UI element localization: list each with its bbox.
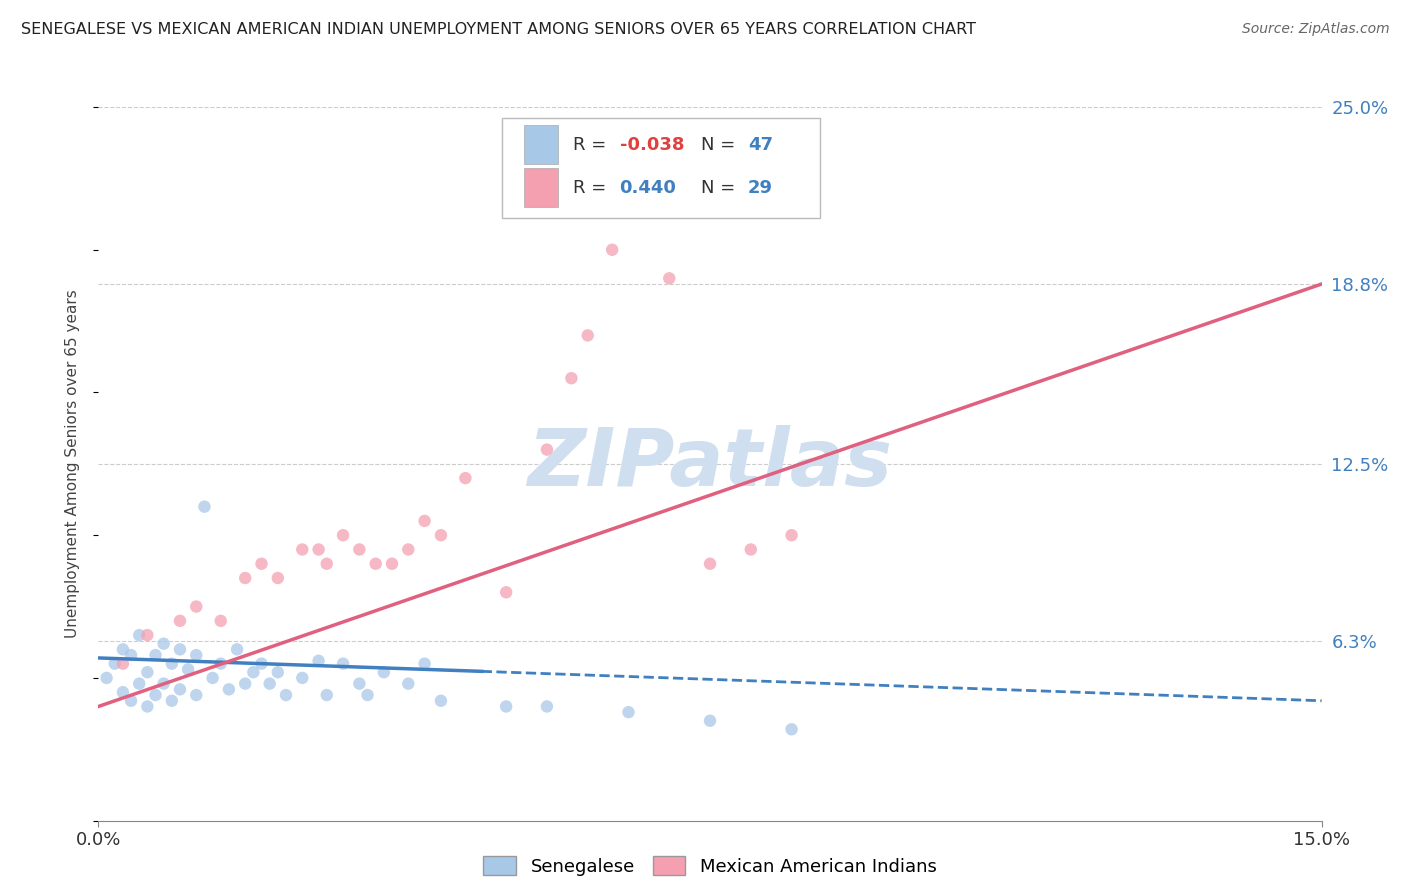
Point [699, 557, 721, 571]
Point [430, 694, 453, 708]
Point [267, 665, 290, 680]
Point [740, 542, 762, 557]
Point [356, 688, 378, 702]
Text: Source: ZipAtlas.com: Source: ZipAtlas.com [1241, 22, 1389, 37]
Point [145, 648, 167, 662]
Point [209, 614, 232, 628]
Point [364, 557, 387, 571]
Point [152, 676, 174, 690]
Point [136, 665, 159, 680]
Point [699, 714, 721, 728]
Point [349, 676, 371, 690]
Point [413, 514, 436, 528]
Point [560, 371, 582, 385]
Point [177, 662, 200, 676]
Point [349, 542, 371, 557]
Point [226, 642, 249, 657]
Point [600, 243, 623, 257]
Point [218, 682, 240, 697]
Point [308, 542, 330, 557]
Point [111, 657, 134, 671]
Text: R =: R = [574, 136, 612, 153]
Point [373, 665, 395, 680]
Point [536, 442, 558, 457]
Point [160, 657, 183, 671]
Point [274, 688, 297, 702]
Point [169, 642, 191, 657]
Text: -0.038: -0.038 [620, 136, 683, 153]
Point [104, 657, 127, 671]
Point [536, 699, 558, 714]
Legend: Senegalese, Mexican American Indians: Senegalese, Mexican American Indians [477, 849, 943, 883]
Point [617, 186, 640, 200]
Point [242, 665, 264, 680]
Point [576, 328, 599, 343]
Point [209, 657, 232, 671]
Text: 0.440: 0.440 [620, 178, 676, 196]
Point [250, 557, 273, 571]
Point [396, 676, 419, 690]
Point [201, 671, 224, 685]
Point [495, 585, 517, 599]
Point [186, 599, 208, 614]
Point [128, 676, 150, 690]
Point [120, 694, 142, 708]
Point [259, 676, 281, 690]
Y-axis label: Unemployment Among Seniors over 65 years: Unemployment Among Seniors over 65 years [65, 290, 80, 638]
Point [291, 671, 314, 685]
FancyBboxPatch shape [524, 125, 558, 164]
Point [111, 685, 134, 699]
Point [381, 557, 404, 571]
Point [233, 571, 256, 585]
Point [454, 471, 477, 485]
Text: R =: R = [574, 178, 612, 196]
Point [658, 271, 681, 285]
Point [186, 688, 208, 702]
Point [495, 699, 517, 714]
Text: N =: N = [702, 136, 741, 153]
Point [145, 688, 167, 702]
Point [315, 688, 337, 702]
Text: 29: 29 [748, 178, 773, 196]
Point [120, 648, 142, 662]
Point [136, 628, 159, 642]
Point [291, 542, 314, 557]
Point [617, 705, 640, 719]
Point [169, 682, 191, 697]
Point [250, 657, 273, 671]
Point [780, 528, 803, 542]
Text: ZIPatlas: ZIPatlas [527, 425, 893, 503]
Point [233, 676, 256, 690]
Point [128, 628, 150, 642]
Point [780, 723, 803, 737]
Point [308, 654, 330, 668]
Point [430, 528, 453, 542]
Text: 47: 47 [748, 136, 773, 153]
Point [193, 500, 215, 514]
Point [152, 637, 174, 651]
Point [332, 528, 354, 542]
Point [315, 557, 337, 571]
Point [96, 671, 118, 685]
Text: SENEGALESE VS MEXICAN AMERICAN INDIAN UNEMPLOYMENT AMONG SENIORS OVER 65 YEARS C: SENEGALESE VS MEXICAN AMERICAN INDIAN UN… [21, 22, 976, 37]
Point [169, 614, 191, 628]
FancyBboxPatch shape [502, 118, 820, 218]
Point [332, 657, 354, 671]
Point [186, 648, 208, 662]
Point [413, 657, 436, 671]
Text: N =: N = [702, 178, 741, 196]
Point [267, 571, 290, 585]
Point [160, 694, 183, 708]
Point [136, 699, 159, 714]
FancyBboxPatch shape [524, 168, 558, 207]
Point [396, 542, 419, 557]
Point [111, 642, 134, 657]
